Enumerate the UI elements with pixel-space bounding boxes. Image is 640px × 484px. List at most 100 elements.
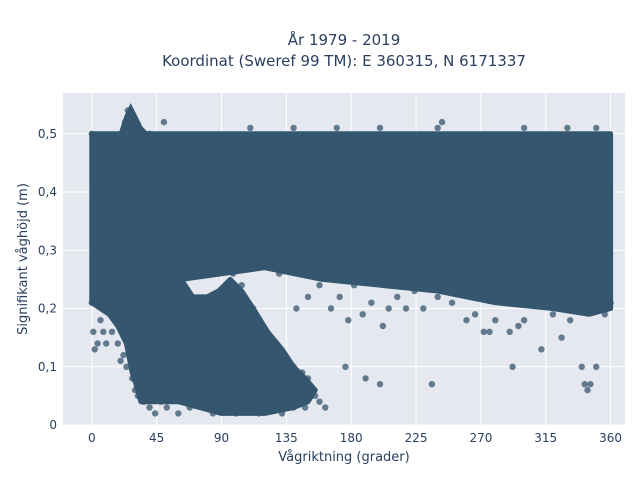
data-point xyxy=(601,311,608,318)
data-point xyxy=(250,398,257,405)
data-point xyxy=(290,124,297,132)
data-point xyxy=(261,392,268,400)
x-tick-label: 180 xyxy=(340,431,363,445)
data-point xyxy=(538,346,545,353)
data-point xyxy=(227,398,234,405)
data-point xyxy=(402,305,410,312)
y-tick-label: 0,2 xyxy=(38,302,57,316)
x-tick-label: 315 xyxy=(534,431,557,445)
data-point xyxy=(267,404,274,411)
data-point xyxy=(276,270,283,277)
chart-title-line-1: År 1979 - 2019 xyxy=(288,30,401,49)
data-point xyxy=(134,392,142,400)
data-point xyxy=(180,398,188,405)
data-point xyxy=(140,130,147,137)
data-point xyxy=(108,328,116,335)
data-point xyxy=(299,369,306,376)
x-axis-ticks: 0 45 90 135 180 225 270 315 360 xyxy=(88,431,622,445)
data-point xyxy=(97,317,104,324)
data-point xyxy=(88,299,96,306)
data-point xyxy=(290,363,297,370)
data-point xyxy=(593,124,600,132)
data-point xyxy=(304,375,312,382)
data-point xyxy=(362,375,369,382)
data-point xyxy=(91,346,98,353)
data-point xyxy=(146,404,153,411)
data-point xyxy=(293,305,300,312)
data-point xyxy=(238,282,245,289)
data-point xyxy=(278,410,286,417)
data-point xyxy=(578,363,585,370)
data-point xyxy=(342,363,349,370)
data-point xyxy=(379,322,387,330)
data-point xyxy=(160,118,168,126)
data-point xyxy=(146,130,153,137)
data-point xyxy=(359,311,366,318)
data-point xyxy=(229,270,237,277)
x-tick-label: 45 xyxy=(149,431,164,445)
data-point xyxy=(90,328,97,335)
x-tick-label: 0 xyxy=(88,431,96,445)
data-point xyxy=(221,404,228,411)
data-point xyxy=(215,392,222,400)
y-axis-ticks: 0 0,1 0,2 0,3 0,4 0,5 xyxy=(38,127,57,432)
data-point xyxy=(376,124,384,132)
data-point xyxy=(140,398,147,405)
y-axis-title: Signifikant våghöjd (m) xyxy=(16,183,31,335)
data-point xyxy=(327,305,335,312)
data-point xyxy=(192,392,199,400)
data-point xyxy=(255,410,263,417)
data-point xyxy=(420,305,427,312)
data-point xyxy=(209,410,217,417)
data-point xyxy=(411,287,418,295)
data-point xyxy=(117,357,124,365)
data-point xyxy=(175,282,182,289)
data-point xyxy=(564,124,571,132)
data-point xyxy=(100,328,107,335)
data-point xyxy=(301,404,309,411)
data-point xyxy=(121,118,129,126)
data-point xyxy=(296,398,303,405)
data-point xyxy=(127,107,134,114)
data-point xyxy=(336,293,343,301)
data-point xyxy=(376,381,384,388)
data-point xyxy=(133,118,140,126)
data-point xyxy=(316,398,323,405)
data-point xyxy=(175,410,182,417)
data-point xyxy=(428,381,436,388)
data-point xyxy=(316,282,323,289)
data-point xyxy=(350,282,358,289)
y-tick-label: 0,4 xyxy=(38,185,57,199)
x-tick-label: 360 xyxy=(599,431,622,445)
x-tick-label: 225 xyxy=(405,431,428,445)
data-point xyxy=(506,328,513,335)
data-point xyxy=(463,317,470,324)
data-point xyxy=(520,317,528,324)
x-tick-label: 90 xyxy=(214,431,229,445)
data-point xyxy=(486,328,493,335)
y-tick-label: 0,1 xyxy=(38,360,57,374)
data-point xyxy=(238,392,245,400)
data-point xyxy=(593,363,600,370)
data-point xyxy=(221,293,228,301)
data-point xyxy=(509,363,516,370)
data-point xyxy=(88,130,96,137)
data-point xyxy=(244,404,251,411)
data-point xyxy=(103,340,110,347)
data-point xyxy=(394,293,401,301)
data-point xyxy=(203,305,211,312)
data-point xyxy=(549,311,557,318)
data-point xyxy=(492,317,499,324)
data-points xyxy=(88,107,614,417)
data-point xyxy=(290,404,297,411)
data-point xyxy=(130,113,137,120)
data-point xyxy=(345,317,352,324)
data-point xyxy=(129,375,136,382)
data-point xyxy=(186,404,193,411)
data-point xyxy=(515,322,522,330)
data-point xyxy=(273,398,280,405)
data-point xyxy=(154,293,162,301)
data-point xyxy=(581,381,588,388)
y-tick-label: 0,5 xyxy=(38,127,57,141)
data-point xyxy=(434,293,441,301)
